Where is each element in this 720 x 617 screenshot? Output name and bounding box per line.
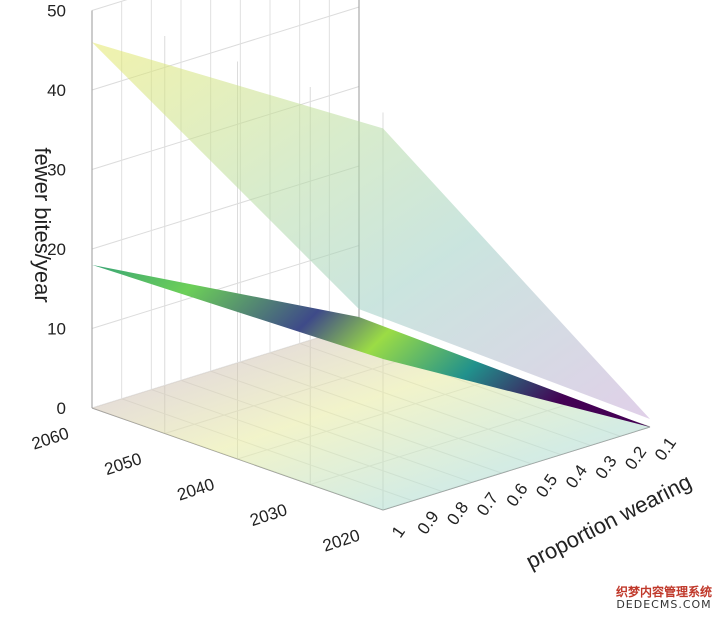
x-tick-label: 2060 [29, 424, 71, 454]
y-tick-label: 0.5 [532, 471, 561, 501]
y-tick-label: 0.4 [562, 461, 591, 491]
x-tick-label: 2050 [102, 449, 144, 479]
y-tick-label: 0.8 [443, 498, 472, 528]
z-tick-label: 50 [47, 2, 66, 21]
z-tick-label: 20 [47, 240, 66, 259]
y-tick-label: 0.1 [651, 434, 680, 464]
surface-middle [92, 264, 650, 427]
grid-line-z [91, 0, 128, 11]
z-tick-label: 40 [47, 81, 66, 100]
y-tick-label: 0.9 [414, 507, 443, 537]
x-tick-label: 2020 [320, 526, 362, 556]
watermark: 织梦内容管理系统 DEDECMS.COM [615, 584, 712, 611]
z-tick-label: 10 [47, 320, 66, 339]
x-tick-label: 2040 [175, 475, 217, 505]
y-tick-label: 0.3 [592, 452, 621, 482]
y-tick-label: 0.6 [503, 480, 532, 510]
z-tick-label: 30 [47, 161, 66, 180]
y-tick-label: 1 [388, 523, 409, 542]
surface-upper [92, 42, 650, 420]
watermark-line2: DEDECMS.COM [616, 597, 712, 611]
surfaces [92, 42, 650, 510]
z-axis-ticks: 0 10 20 30 40 50 [47, 2, 66, 419]
watermark-line1: 织梦内容管理系统 [615, 584, 712, 599]
z-axis-title: fewer bites/year [30, 147, 55, 302]
y-tick-label: 0.7 [473, 489, 502, 519]
z-tick-label: 0 [57, 399, 66, 418]
y-tick-label: 0.2 [621, 443, 650, 473]
x-tick-label: 2030 [248, 500, 290, 530]
surface-base [92, 325, 650, 510]
